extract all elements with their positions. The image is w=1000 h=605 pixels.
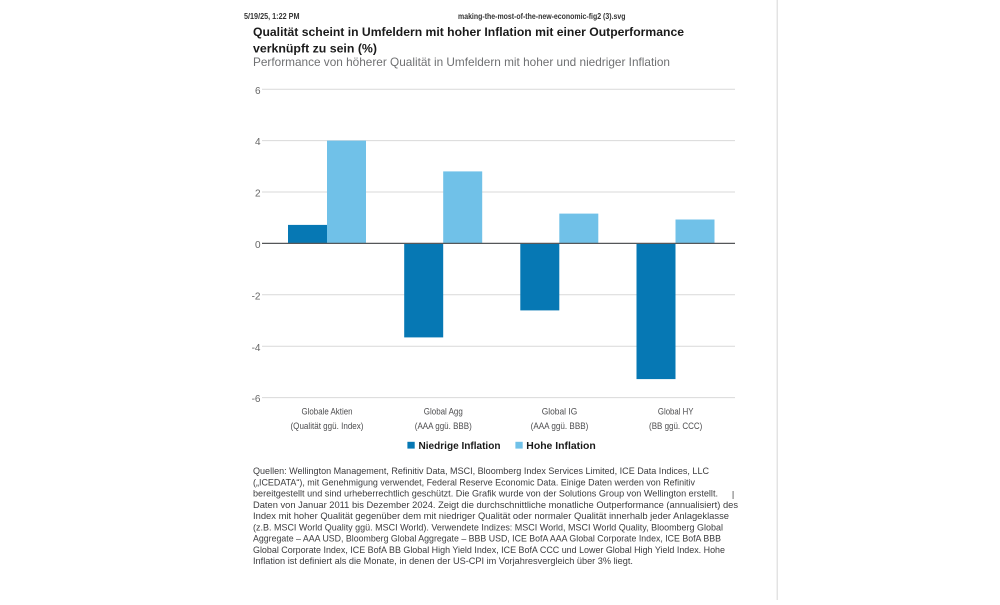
svg-text:Daten von Januar 2011 bis Deze: Daten von Januar 2011 bis Dezember 2024.…	[253, 500, 738, 510]
svg-text:Aggregate – AAA USD, Bloomberg: Aggregate – AAA USD, Bloomberg Global Ag…	[253, 534, 721, 544]
svg-text:0: 0	[255, 240, 261, 251]
svg-text:-6: -6	[252, 394, 261, 405]
svg-text:(AAA ggü. BBB): (AAA ggü. BBB)	[531, 421, 589, 432]
svg-text:verknüpft zu sein (%): verknüpft zu sein (%)	[253, 42, 377, 56]
svg-text:6: 6	[255, 86, 261, 97]
svg-text:2: 2	[255, 189, 261, 200]
svg-text:Quellen: Wellington Management: Quellen: Wellington Management, Refiniti…	[253, 466, 709, 476]
svg-text:(„ICEDATA“), mit Genehmigung v: („ICEDATA“), mit Genehmigung verwendet, …	[253, 477, 695, 487]
svg-text:-2: -2	[252, 291, 261, 302]
svg-text:4: 4	[255, 137, 261, 148]
svg-text:Global IG: Global IG	[542, 407, 578, 418]
svg-text:(BB ggü. CCC): (BB ggü. CCC)	[649, 421, 702, 432]
svg-text:Hohe Inflation: Hohe Inflation	[526, 440, 596, 452]
svg-text:Qualität scheint in Umfeldern: Qualität scheint in Umfeldern mit hoher …	[253, 25, 684, 39]
svg-text:making-the-most-of-the-new-eco: making-the-most-of-the-new-economic-fig2…	[458, 11, 626, 21]
svg-text:Index mit hoher Qualität gegen: Index mit hoher Qualität gegenüber dem m…	[253, 511, 729, 521]
svg-text:Performance von höherer Qualit: Performance von höherer Qualität in Umfe…	[253, 55, 670, 69]
svg-text:5/19/25, 1:22 PM: 5/19/25, 1:22 PM	[244, 11, 300, 21]
svg-text:Globale Aktien: Globale Aktien	[302, 407, 353, 418]
svg-text:(z.B. MSCI World Quality ggü.: (z.B. MSCI World Quality ggü. MSCI World…	[253, 522, 723, 532]
svg-text:Inflation ist definiert als di: Inflation ist definiert als die Monate, …	[253, 556, 633, 566]
svg-text:-4: -4	[252, 343, 261, 354]
svg-text:Niedrige Inflation: Niedrige Inflation	[419, 440, 501, 452]
svg-text:(Qualität ggü. Index): (Qualität ggü. Index)	[291, 421, 364, 432]
svg-text:Global HY: Global HY	[658, 407, 694, 418]
svg-text:Global Corporate Index, ICE Bo: Global Corporate Index, ICE BofA BB Glob…	[253, 545, 725, 555]
svg-text:bereitgestellt und sind urhebe: bereitgestellt und sind urheberrechtlich…	[253, 489, 718, 499]
svg-text:(AAA ggü. BBB): (AAA ggü. BBB)	[415, 421, 472, 432]
svg-text:Global Agg: Global Agg	[424, 407, 463, 418]
